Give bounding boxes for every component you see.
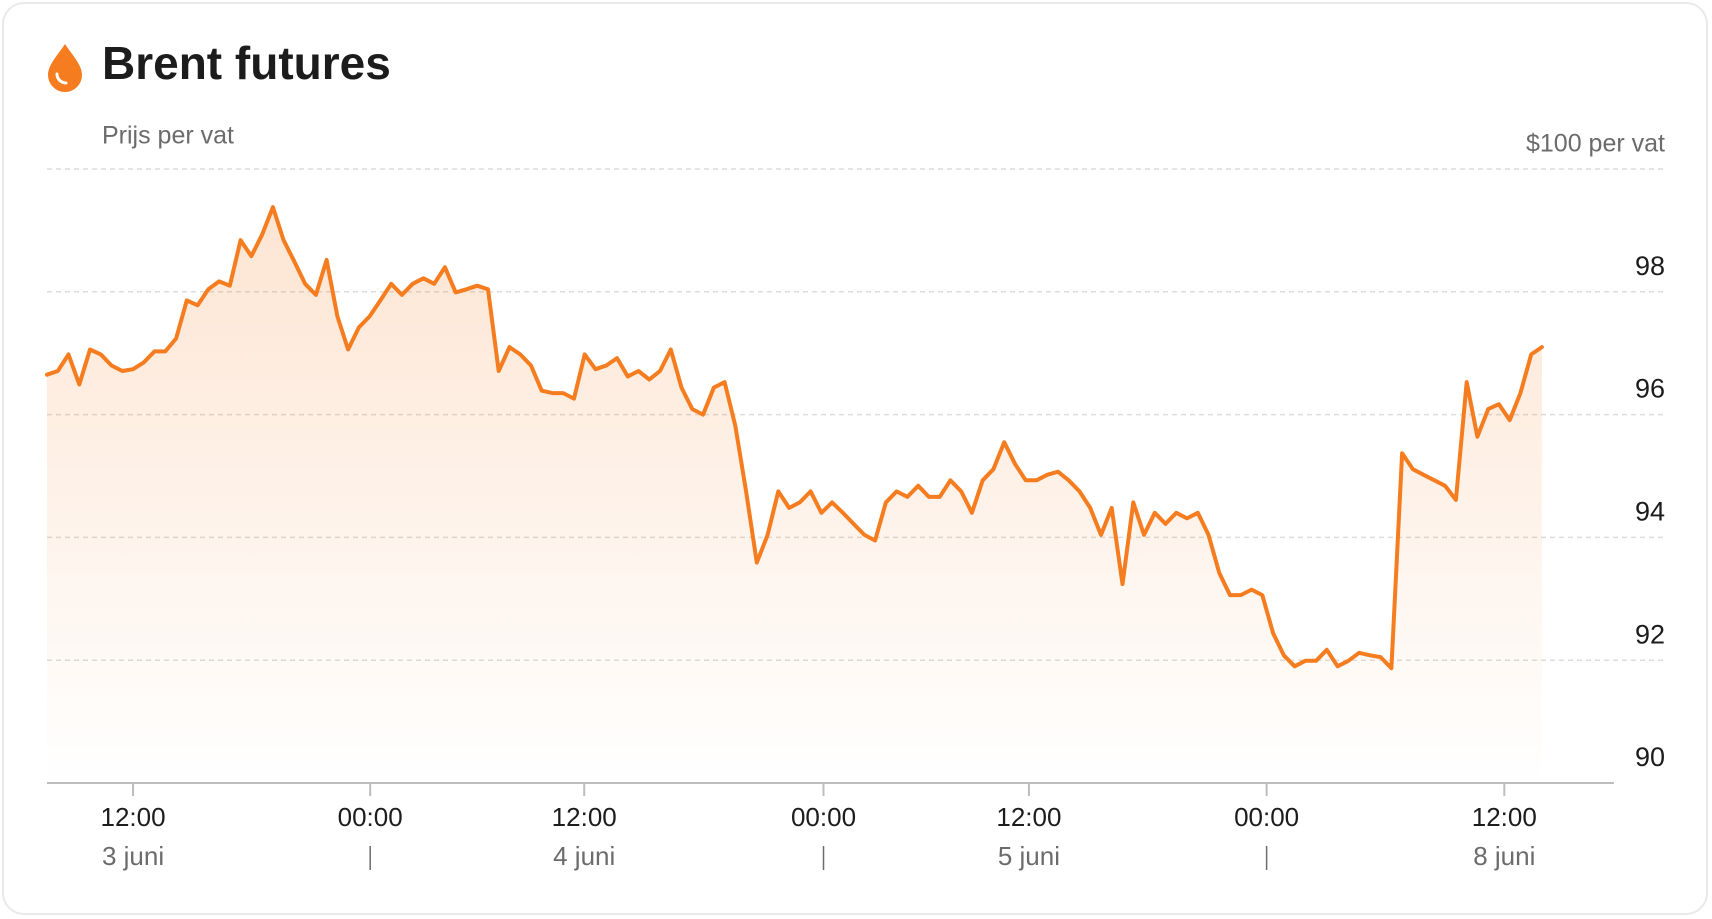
y-tick-label: 98	[1635, 251, 1665, 281]
area	[47, 207, 1542, 784]
x-tick-label: 00:00	[338, 802, 403, 832]
y-tick-label: 92	[1635, 619, 1665, 649]
y-tick-label: 90	[1635, 742, 1665, 772]
x-date-label: 3 juni	[102, 841, 164, 871]
x-tick-label: 00:00	[791, 802, 856, 832]
x-tick-label: 00:00	[1234, 802, 1299, 832]
x-date-label: 8 juni	[1473, 841, 1535, 871]
x-tick-label: 12:00	[552, 802, 617, 832]
x-tick-label: 12:00	[101, 802, 166, 832]
x-tick-label: 12:00	[996, 802, 1061, 832]
y-tick-label: 94	[1635, 497, 1665, 527]
y-tick-label: 96	[1635, 374, 1665, 404]
drop-icon	[48, 44, 82, 92]
drop-highlight	[55, 72, 68, 85]
subtitle: Prijs per vat	[102, 122, 234, 150]
chart-title: Brent futures	[102, 37, 391, 89]
x-date-label: 5 juni	[998, 841, 1060, 871]
price-line	[45, 205, 1544, 671]
y-tick-label: $100 per vat	[1526, 130, 1665, 158]
x-tick-label: 12:00	[1472, 802, 1537, 832]
x-date-label: 4 juni	[553, 841, 615, 871]
